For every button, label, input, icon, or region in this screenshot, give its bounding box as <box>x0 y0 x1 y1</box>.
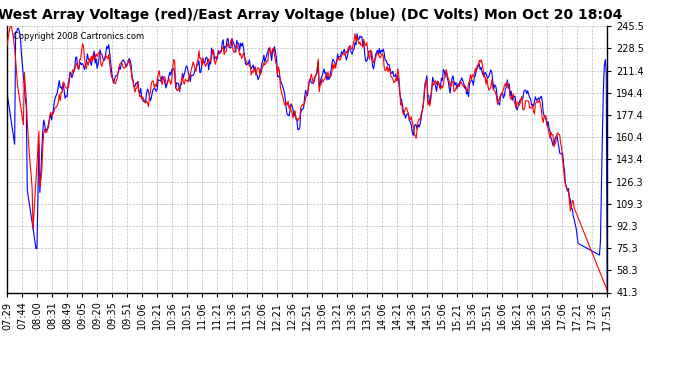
Text: West Array Voltage (red)/East Array Voltage (blue) (DC Volts) Mon Oct 20 18:04: West Array Voltage (red)/East Array Volt… <box>0 8 622 21</box>
Text: Copyright 2008 Cartronics.com: Copyright 2008 Cartronics.com <box>13 32 144 40</box>
